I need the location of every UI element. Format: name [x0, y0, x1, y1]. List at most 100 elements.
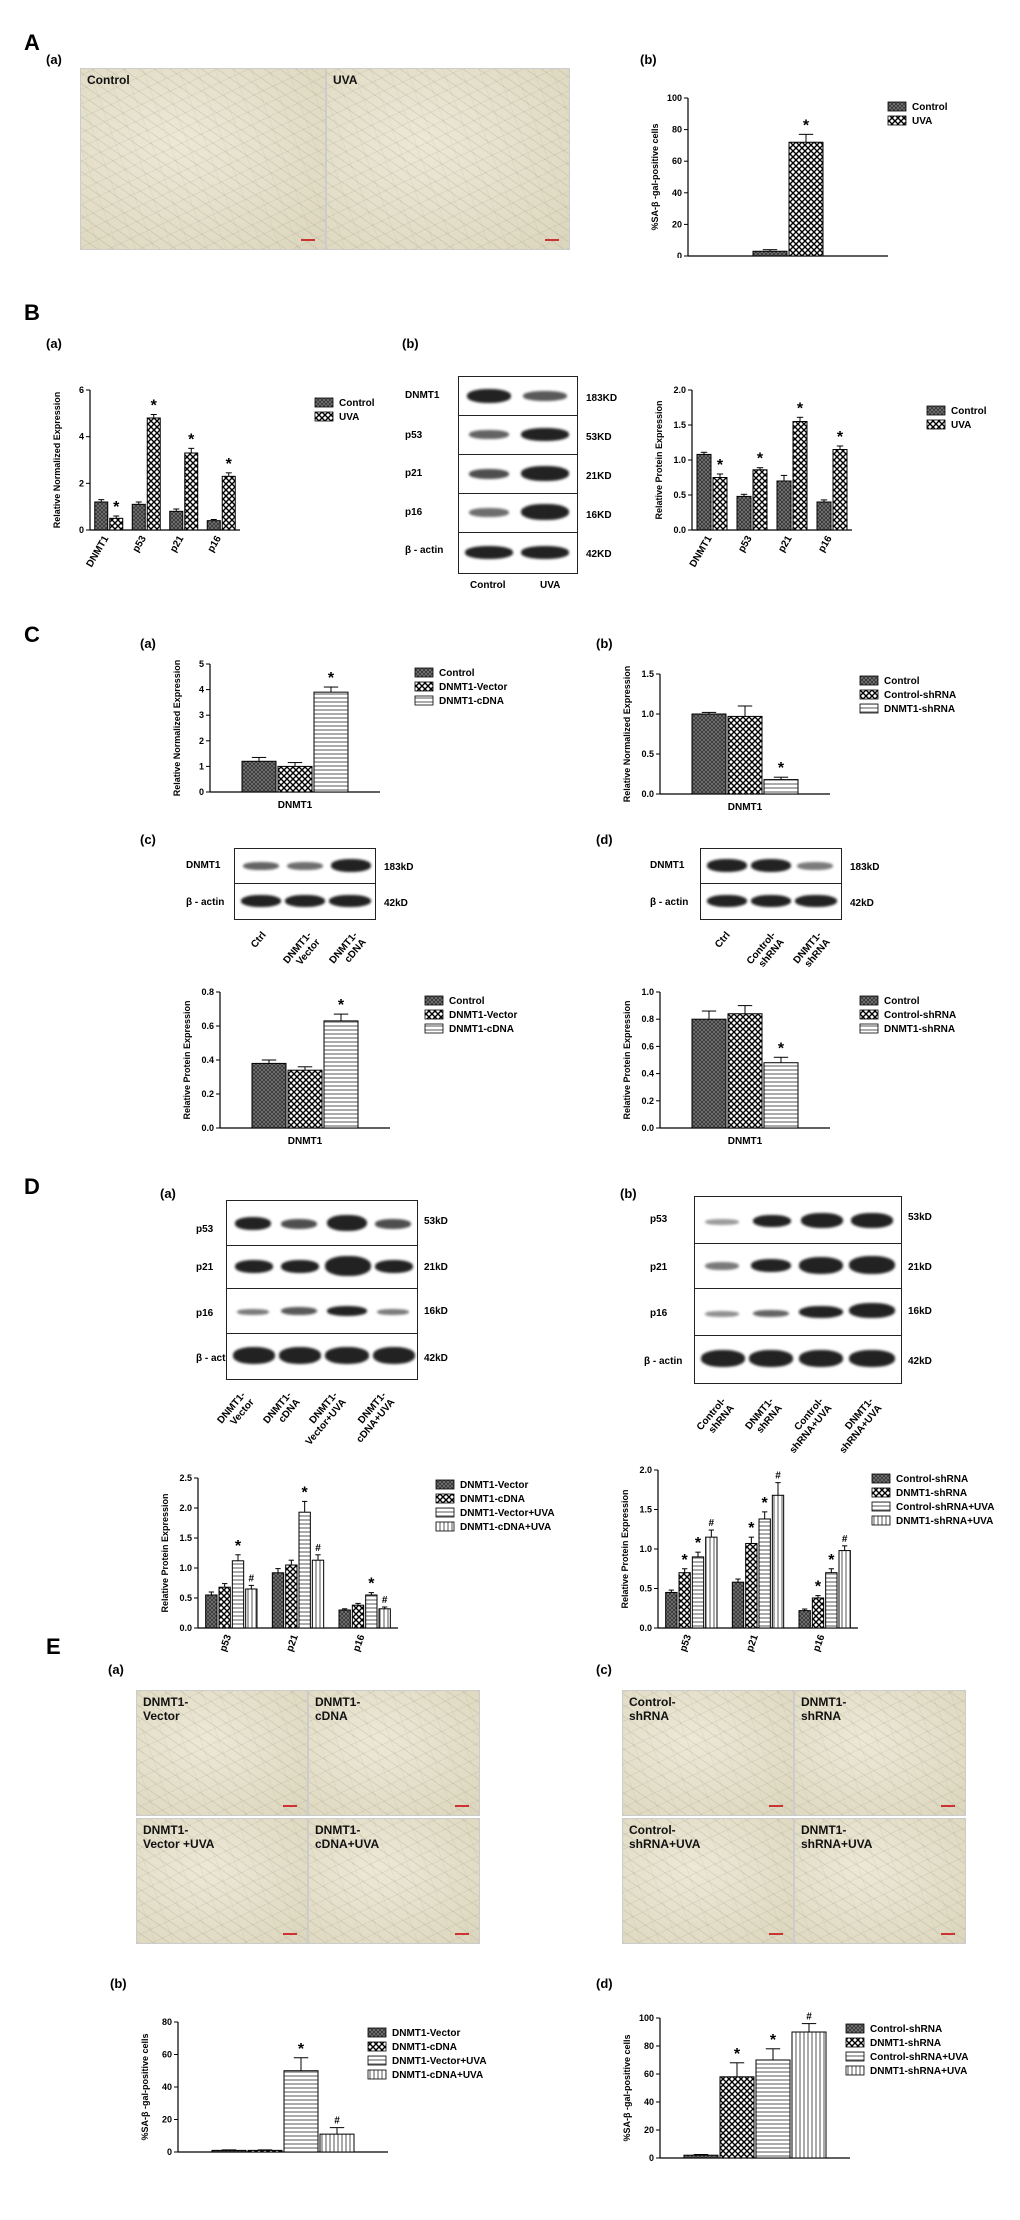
significance-mark: * — [682, 1552, 689, 1569]
legend-swatch — [414, 667, 434, 678]
y-axis-label: Relative Normalized Expression — [52, 392, 62, 529]
legend-swatch — [367, 2027, 387, 2038]
y-tick-label: 0.2 — [641, 1096, 654, 1106]
y-tick-label: 20 — [672, 219, 682, 229]
legend-label: DNMT1-Vector — [439, 682, 507, 693]
blot-label: DNMT1 — [186, 860, 221, 871]
bar — [811, 1597, 825, 1629]
bar — [712, 477, 728, 531]
chart-protein-cdna: 0.0 0.2 0.4 0.6 0.8 Relative Protein Expressi… — [182, 987, 517, 1147]
lane-label: Ctrl — [712, 930, 733, 951]
kd-label: 21KD — [586, 471, 612, 482]
significance-mark: * — [226, 456, 233, 473]
bar — [146, 417, 161, 531]
y-tick-label: 2.5 — [179, 1473, 192, 1483]
blot-label: p21 — [405, 468, 423, 479]
bar — [719, 2076, 755, 2159]
x-tick-label: p53 — [678, 1633, 694, 1653]
legend-swatch — [871, 1473, 891, 1484]
bar — [745, 1542, 758, 1629]
y-axis-label: Relative Protein Expression — [622, 1000, 632, 1119]
y-tick-label: 40 — [162, 2082, 172, 2092]
bar — [169, 510, 184, 531]
significance-mark: * — [778, 760, 785, 777]
legend-swatch — [414, 681, 434, 692]
y-tick-label: 0.0 — [641, 1123, 654, 1133]
legend-label: Control — [884, 996, 920, 1007]
legend-swatch — [859, 1023, 879, 1034]
bar — [771, 1494, 785, 1629]
x-tick-label: p21 — [285, 1633, 301, 1653]
bar — [184, 452, 199, 531]
bar — [313, 691, 349, 793]
kd-label: 42kD — [384, 898, 408, 909]
bar — [211, 2149, 247, 2153]
y-axis-label: Relative Protein Expression — [620, 1489, 630, 1608]
kd-label: 21kD — [908, 1262, 932, 1273]
bar — [245, 1588, 258, 1629]
y-tick-label: 0.0 — [673, 525, 686, 535]
micrograph-control-shrna: Control- shRNA — [622, 1690, 794, 1816]
legend-label: DNMT1-cDNA — [392, 2042, 457, 2053]
y-axis-label: %SA-β -gal-positive cells — [650, 123, 660, 230]
significance-mark: # — [315, 1543, 321, 1554]
y-tick-label: 0.0 — [201, 1123, 214, 1133]
y-tick-label: 0.0 — [639, 1623, 652, 1633]
bar — [838, 1550, 851, 1629]
legend-swatch — [367, 2055, 387, 2066]
legend-label: Control-shRNA+UVA — [896, 1502, 994, 1513]
x-tick-label: DNMT1 — [278, 800, 313, 811]
y-tick-label: 1.0 — [641, 709, 654, 719]
y-axis-label: Relative Protein Expression — [654, 400, 664, 519]
x-tick-label: DNMT1 — [288, 1136, 323, 1147]
micrograph-label: Control- shRNA — [629, 1695, 676, 1723]
bar — [365, 1594, 378, 1629]
significance-mark: * — [797, 400, 804, 417]
legend-label: DNMT1-Vector — [392, 2028, 460, 2039]
bar — [691, 1556, 705, 1629]
y-tick-label: 0.5 — [673, 490, 686, 500]
bar — [752, 469, 768, 531]
kd-label: 42kD — [424, 1353, 448, 1364]
legend-label: DNMT1-shRNA — [870, 2038, 941, 2049]
legend-swatch — [845, 2065, 865, 2076]
y-tick-label: 0.8 — [641, 1014, 654, 1024]
subpanel-label: (a) — [46, 52, 62, 67]
blot-image-db — [694, 1196, 902, 1384]
y-tick-label: 0 — [79, 525, 84, 535]
chart-mrna-shrna: 0.0 0.5 1.0 1.5 Relative Normalized Expressi… — [622, 666, 956, 813]
blot-label: p53 — [405, 430, 423, 441]
kd-label: 53kD — [424, 1216, 448, 1227]
x-tick-label: p16 — [816, 534, 834, 555]
legend-swatch — [887, 115, 907, 126]
bar — [752, 250, 788, 257]
legend-swatch — [424, 995, 444, 1006]
legend-label: UVA — [339, 412, 359, 423]
panel-letter-c: C — [24, 622, 40, 647]
significance-mark: * — [778, 1040, 785, 1057]
y-tick-label: 0.6 — [201, 1021, 214, 1031]
y-tick-label: 40 — [644, 2097, 654, 2107]
bar — [691, 713, 727, 795]
chart-sa-gal-cdna: 0 20 40 60 80 %SA-β -gal-positive cells * # DNMT… — [140, 2017, 487, 2157]
micrograph-label: DNMT1- shRNA+UVA — [801, 1823, 873, 1851]
significance-mark: * — [815, 1579, 822, 1596]
x-tick-label: p16 — [206, 534, 224, 555]
panel-letter-e: E — [46, 1634, 61, 1659]
y-tick-label: 0.5 — [639, 1584, 652, 1594]
lane-label: DNMT1- shRNA — [743, 1396, 785, 1436]
y-tick-label: 40 — [672, 188, 682, 198]
micrograph-dnmt1-vector-uva: DNMT1- Vector +UVA — [136, 1818, 308, 1944]
y-tick-label: 100 — [667, 93, 682, 103]
blot-image-da — [226, 1200, 418, 1380]
bar — [696, 453, 712, 531]
bar — [378, 1608, 391, 1629]
chart-mrna-cdna: 0 1 2 3 4 5 Relative Normalized Expression * DNM… — [172, 659, 507, 811]
bar — [816, 501, 832, 531]
y-tick-label: 2 — [199, 736, 204, 746]
legend-swatch — [859, 675, 879, 686]
significance-mark: # — [382, 1595, 388, 1606]
significance-mark: # — [334, 2116, 340, 2127]
blot-label: β - actin — [196, 1353, 235, 1364]
y-tick-label: 4 — [199, 685, 204, 695]
